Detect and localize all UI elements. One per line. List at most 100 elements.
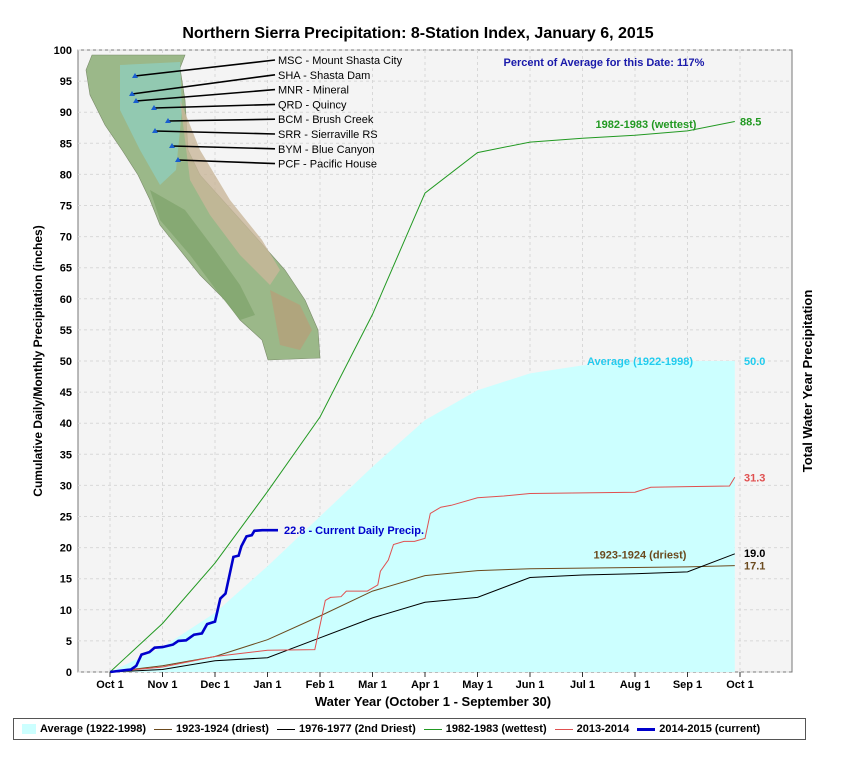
station-marker bbox=[129, 91, 135, 96]
percent-of-average: Percent of Average for this Date: 117% bbox=[504, 57, 705, 69]
station-marker bbox=[169, 143, 175, 148]
station-label: PCF - Pacific House bbox=[278, 159, 377, 171]
end-label: 17.1 bbox=[744, 561, 765, 573]
x-tick-label: Jul 1 bbox=[570, 679, 595, 691]
station-label: SHA - Shasta Dam bbox=[278, 70, 370, 82]
y-tick-label: 35 bbox=[60, 449, 72, 461]
station-label: MSC - Mount Shasta City bbox=[278, 55, 403, 67]
station-label: BYM - Blue Canyon bbox=[278, 144, 375, 156]
legend-item: 1923-1924 (driest) bbox=[154, 723, 269, 735]
station-leader-line bbox=[134, 59, 276, 77]
y-tick-label: 50 bbox=[60, 356, 72, 368]
series-line-2014-2015-current bbox=[109, 528, 278, 674]
x-tick-label: Mar 1 bbox=[358, 679, 387, 691]
y-tick-label: 5 bbox=[66, 636, 72, 648]
station-marker bbox=[152, 128, 158, 133]
series-line-1982-1983-wettest bbox=[109, 121, 735, 673]
station-marker bbox=[175, 157, 181, 162]
station-label: QRD - Quincy bbox=[278, 99, 347, 111]
station-leader-line bbox=[167, 118, 276, 122]
series-area-average-1922-1998 bbox=[110, 361, 735, 672]
station-leader-line bbox=[135, 88, 276, 102]
legend-swatch bbox=[276, 728, 295, 730]
y-tick-label: 15 bbox=[60, 574, 72, 586]
y-tick-label: 40 bbox=[60, 418, 72, 430]
station-label: BCM - Brush Creek bbox=[278, 114, 374, 126]
series-line-1976-1977-2nd-driest bbox=[109, 553, 735, 673]
y-tick-label: 65 bbox=[60, 263, 72, 275]
y-tick-label: 25 bbox=[60, 512, 72, 524]
legend-item: 1976-1977 (2nd Driest) bbox=[276, 723, 416, 735]
y-tick-label: 45 bbox=[60, 387, 72, 399]
y-tick-label: 30 bbox=[60, 480, 72, 492]
end-label: 22.8 - Current Daily Precip. bbox=[284, 525, 424, 537]
end-label: 50.0 bbox=[744, 356, 765, 368]
station-leader-line bbox=[131, 74, 276, 95]
y-tick-label: 10 bbox=[60, 605, 72, 617]
y-tick-label: 20 bbox=[60, 543, 72, 555]
station-marker bbox=[151, 105, 157, 110]
legend-label: 2014-2015 (current) bbox=[659, 723, 761, 735]
legend-label: 1982-1983 (wettest) bbox=[445, 723, 547, 735]
legend-item: 2013-2014 bbox=[554, 723, 630, 735]
legend: Average (1922-1998) 1923-1924 (driest) 197… bbox=[13, 718, 806, 740]
y-axis-title: Cumulative Daily/Monthly Precipitation (… bbox=[31, 225, 45, 496]
series-label: Average (1922-1998) bbox=[587, 356, 693, 368]
x-tick-label: Dec 1 bbox=[200, 679, 229, 691]
y-tick-label: 80 bbox=[60, 169, 72, 181]
x-axis-title: Water Year (October 1 - September 30) bbox=[315, 694, 551, 709]
x-tick-label: May 1 bbox=[462, 679, 493, 691]
x-tick-label: Sep 1 bbox=[673, 679, 702, 691]
end-label: 19.0 bbox=[744, 548, 765, 560]
station-marker bbox=[165, 118, 171, 123]
x-tick-label: Jan 1 bbox=[253, 679, 281, 691]
station-marker bbox=[132, 73, 138, 78]
end-label: 88.5 bbox=[740, 117, 761, 129]
legend-item: 1982-1983 (wettest) bbox=[423, 723, 547, 735]
station-leader-line bbox=[177, 159, 276, 165]
legend-swatch bbox=[154, 728, 172, 730]
y-tick-label: 90 bbox=[60, 107, 72, 119]
y-tick-label: 85 bbox=[60, 138, 72, 150]
station-label: SRR - Sierraville RS bbox=[278, 129, 378, 141]
y-tick-label: 95 bbox=[60, 76, 72, 88]
station-label: MNR - Mineral bbox=[278, 85, 349, 97]
average-area bbox=[110, 361, 735, 672]
axes: 0 5 10 15 20 25 30 35 40 45 50 55 60 65 70 75 80 85 90 95 10… bbox=[54, 45, 754, 691]
series-line-2013-2014 bbox=[109, 477, 736, 673]
legend-label: 1923-1924 (driest) bbox=[176, 723, 269, 735]
x-tick-label: Nov 1 bbox=[148, 679, 178, 691]
y-tick-label: 75 bbox=[60, 201, 72, 213]
y-tick-label: 55 bbox=[60, 325, 72, 337]
x-tick-label: Oct 1 bbox=[726, 679, 754, 691]
legend-label: 2013-2014 bbox=[576, 723, 630, 735]
station-leader-line bbox=[154, 130, 276, 135]
station-marker bbox=[133, 98, 139, 103]
y-tick-label: 60 bbox=[60, 294, 72, 306]
y-tick-label: 70 bbox=[60, 232, 72, 244]
legend-swatch bbox=[22, 724, 36, 734]
end-labels: 50.0 17.119.0 88.5 31.3 22.8 - Current Daily… bbox=[284, 117, 765, 573]
x-tick-label: Feb 1 bbox=[306, 679, 335, 691]
y-tick-label: 0 bbox=[66, 667, 72, 679]
station-leader-line bbox=[153, 103, 276, 109]
series-label: 1982-1983 (wettest) bbox=[596, 119, 697, 131]
legend-item: 2014-2015 (current) bbox=[637, 723, 760, 735]
legend-swatch bbox=[637, 727, 656, 731]
series-label: 1923-1924 (driest) bbox=[594, 550, 687, 562]
legend-swatch bbox=[554, 728, 573, 730]
y-tick-label: 100 bbox=[54, 45, 72, 57]
end-label: 31.3 bbox=[744, 472, 765, 484]
legend-item: Average (1922-1998) bbox=[22, 723, 146, 735]
legend-label: 1976-1977 (2nd Driest) bbox=[298, 723, 416, 735]
chart-title: Northern Sierra Precipitation: 8-Station… bbox=[182, 25, 653, 42]
legend-swatch bbox=[423, 728, 442, 730]
series-lines bbox=[109, 121, 736, 674]
x-tick-label: Aug 1 bbox=[620, 679, 651, 691]
station-labels: MSC - Mount Shasta City SHA - Shasta Dam M… bbox=[129, 55, 403, 171]
x-tick-label: Oct 1 bbox=[96, 679, 124, 691]
legend-label: Average (1922-1998) bbox=[40, 723, 146, 735]
x-tick-label: Jun 1 bbox=[516, 679, 545, 691]
station-leader-line bbox=[171, 145, 276, 150]
